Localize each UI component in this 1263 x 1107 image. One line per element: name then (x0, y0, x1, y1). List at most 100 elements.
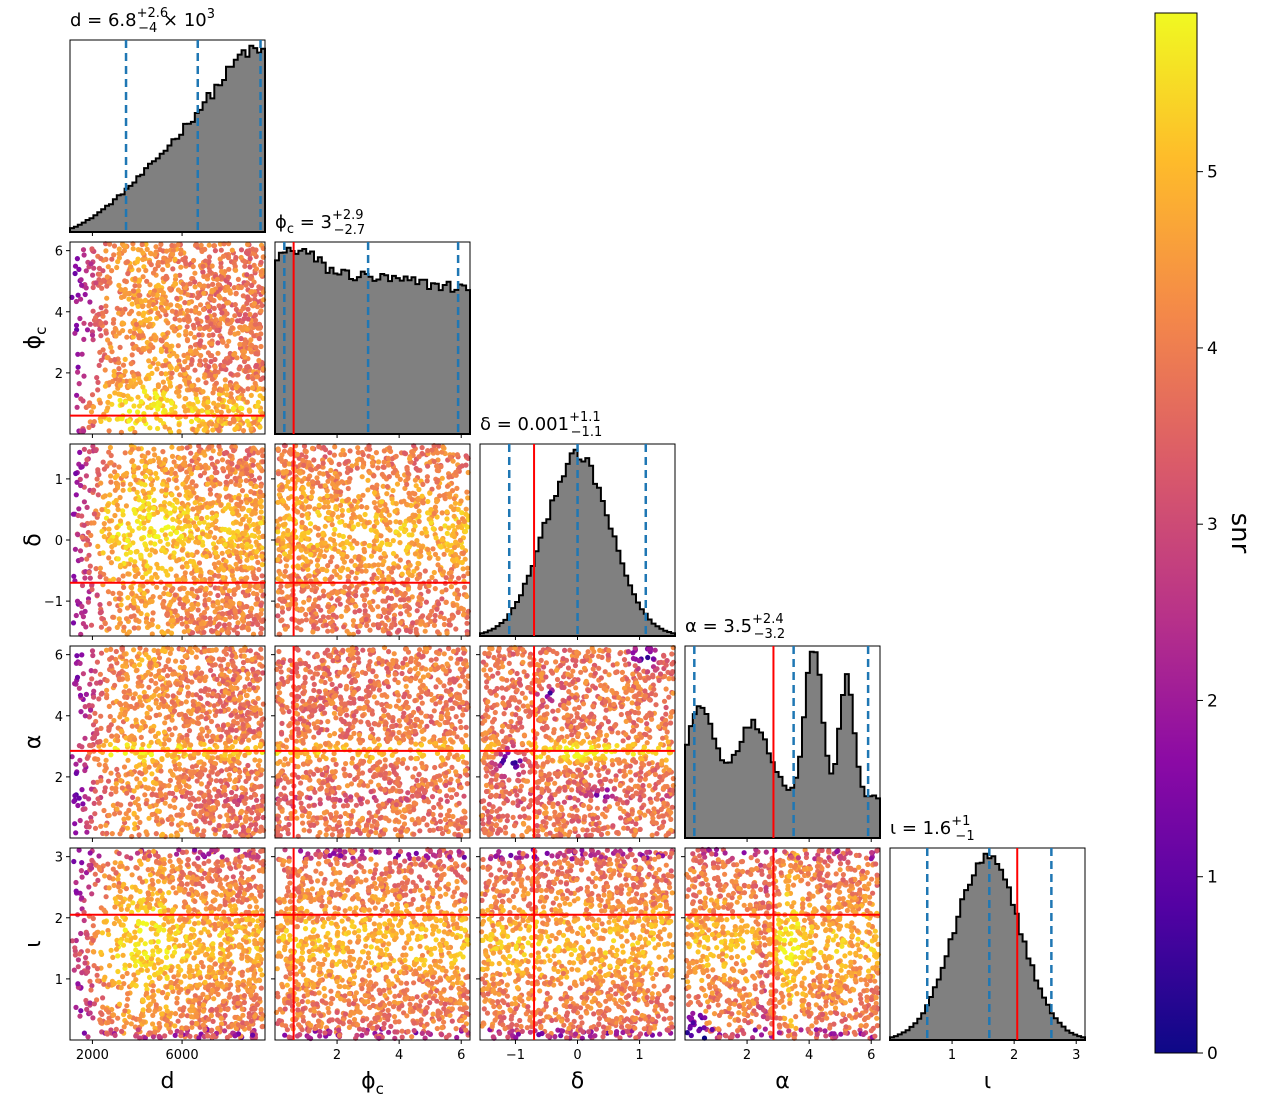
scatter-point (124, 334, 130, 340)
scatter-point (78, 556, 85, 562)
scatter-point (251, 419, 257, 425)
scatter-point (173, 477, 179, 483)
scatter-point (93, 315, 99, 321)
scatter-point (174, 365, 180, 371)
scatter-point (128, 379, 134, 385)
scatter-point (112, 469, 118, 475)
scatter-point (403, 627, 410, 634)
scatter-point (78, 396, 84, 402)
scatter-point (204, 315, 210, 321)
scatter-point (183, 523, 189, 529)
scatter-point (419, 596, 425, 602)
scatter-point (98, 255, 104, 262)
scatter-point (197, 302, 204, 308)
scatter-point (322, 540, 328, 546)
scatter-point (245, 251, 251, 257)
scatter-point (325, 563, 331, 569)
scatter-point (190, 604, 196, 611)
scatter-point (418, 553, 424, 559)
scatter-point (150, 486, 156, 492)
scatter-point (198, 352, 204, 359)
scatter-point (84, 829, 90, 835)
scatter-point (314, 568, 320, 574)
scatter-point (210, 390, 216, 396)
scatter-point (240, 516, 246, 523)
scatter-point (167, 777, 173, 784)
scatter-point (422, 526, 428, 532)
scatter-point (241, 653, 247, 659)
scatter-point (89, 392, 96, 398)
scatter-point (460, 550, 467, 556)
scatter-point (73, 470, 79, 477)
scatter-point (282, 521, 288, 527)
scatter-point (252, 312, 258, 318)
hist-title-iota: ι = 1.6+1 −1 (890, 814, 975, 844)
scatter-point (127, 426, 133, 432)
scatter-point (464, 620, 470, 626)
scatter-point (322, 576, 328, 582)
scatter-point (216, 293, 222, 299)
scatter-point (425, 463, 431, 469)
scatter-point (238, 335, 244, 342)
scatter-point (258, 331, 264, 337)
title-main: ϕ (275, 212, 287, 233)
scatter-point (353, 593, 359, 599)
scatter-point (124, 537, 131, 544)
scatter-point (151, 401, 157, 407)
scatter-point (355, 566, 361, 572)
scatter-point (276, 492, 282, 498)
scatter-point (219, 275, 225, 281)
scatter-point (310, 479, 316, 485)
scatter-point (192, 270, 198, 276)
scatter-point (340, 540, 346, 547)
scatter-point (146, 468, 152, 474)
scatter-point (242, 263, 248, 269)
scatter-point (94, 375, 100, 381)
scatter-point (192, 367, 198, 373)
scatter-point (275, 529, 281, 535)
scatter-point (360, 492, 366, 498)
scatter-point (198, 515, 205, 522)
scatter-point (345, 606, 351, 612)
scatter-point (238, 478, 244, 484)
scatter-point (170, 266, 176, 272)
scatter-point (211, 243, 218, 249)
scatter-point (108, 460, 114, 466)
scatter-panel-d-phi_c (69, 241, 267, 435)
scatter-point (103, 765, 109, 771)
scatter-point (108, 479, 114, 485)
scatter-point (131, 600, 137, 606)
scatter-point (82, 291, 88, 298)
scatter-point (306, 597, 312, 603)
scatter-point (172, 316, 178, 322)
scatter-point (255, 525, 261, 531)
scatter-point (259, 573, 265, 579)
scatter-point (170, 516, 176, 523)
scatter-point (165, 320, 171, 326)
scatter-point (137, 292, 143, 298)
scatter-point (190, 264, 196, 270)
scatter-point (174, 558, 180, 564)
scatter-point (121, 689, 127, 695)
scatter-point (167, 501, 173, 507)
scatter-point (459, 463, 465, 469)
scatter-point (95, 379, 101, 385)
scatter-point (314, 562, 321, 569)
scatter-point (90, 722, 97, 728)
scatter-point (375, 465, 381, 471)
hist-title-delta: δ = 0.001+1.1 −1.1 (480, 410, 602, 440)
scatter-point (213, 550, 219, 556)
scatter-point (410, 620, 416, 626)
scatter-point (355, 521, 361, 528)
scatter-point (117, 518, 124, 524)
scatter-point (205, 283, 211, 289)
scatter-point (113, 333, 119, 339)
scatter-point (218, 247, 224, 253)
scatter-point (173, 658, 179, 664)
scatter-point (223, 486, 229, 492)
scatter-point (172, 470, 178, 476)
scatter-point (219, 611, 225, 617)
scatter-point (329, 574, 335, 580)
scatter-point (172, 328, 178, 334)
scatter-point (177, 464, 183, 470)
